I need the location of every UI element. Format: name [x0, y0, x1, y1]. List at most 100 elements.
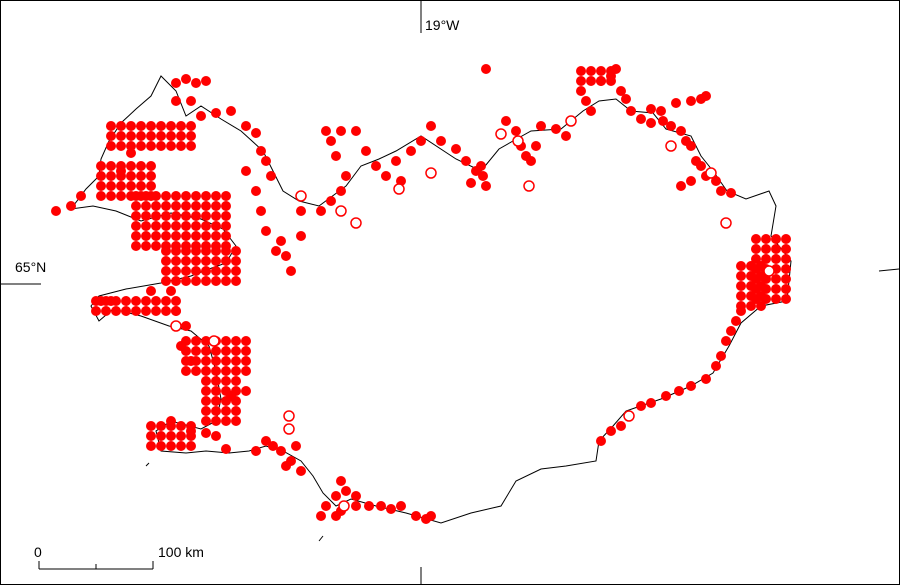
- occurrence-point: [66, 201, 76, 211]
- occurrence-point: [136, 141, 146, 151]
- occurrence-point: [191, 221, 201, 231]
- open-occurrence-point: [623, 410, 635, 422]
- occurrence-point: [161, 201, 171, 211]
- occurrence-point: [101, 306, 111, 316]
- occurrence-point: [221, 366, 231, 376]
- occurrence-point: [296, 466, 306, 476]
- occurrence-point: [241, 366, 251, 376]
- occurrence-point: [231, 376, 241, 386]
- occurrence-point: [136, 181, 146, 191]
- occurrence-point: [661, 391, 671, 401]
- occurrence-point: [191, 201, 201, 211]
- open-occurrence-point: [495, 128, 507, 140]
- occurrence-point: [161, 276, 171, 286]
- occurrence-point: [141, 241, 151, 251]
- occurrence-point: [191, 346, 201, 356]
- occurrence-point: [711, 176, 721, 186]
- occurrence-point: [476, 161, 486, 171]
- occurrence-point: [221, 416, 231, 426]
- occurrence-point: [251, 128, 261, 138]
- occurrence-point: [251, 186, 261, 196]
- occurrence-point: [221, 221, 231, 231]
- occurrence-point: [386, 504, 396, 514]
- occurrence-point: [181, 211, 191, 221]
- occurrence-point: [106, 171, 116, 181]
- occurrence-point: [268, 441, 278, 451]
- occurrence-point: [201, 256, 211, 266]
- occurrence-point: [761, 234, 771, 244]
- occurrence-point: [211, 246, 221, 256]
- distribution-points: [51, 64, 791, 524]
- occurrence-point: [461, 156, 471, 166]
- occurrence-point: [781, 274, 791, 284]
- open-occurrence-point: [393, 183, 405, 195]
- occurrence-point: [756, 281, 766, 291]
- scale-zero-label: 0: [34, 544, 42, 560]
- occurrence-point: [116, 121, 126, 131]
- occurrence-point: [751, 254, 761, 264]
- occurrence-point: [221, 336, 231, 346]
- occurrence-point: [381, 171, 391, 181]
- occurrence-point: [106, 161, 116, 171]
- occurrence-point: [726, 188, 736, 198]
- occurrence-point: [186, 141, 196, 151]
- occurrence-point: [696, 161, 706, 171]
- occurrence-point: [161, 256, 171, 266]
- occurrence-point: [201, 356, 211, 366]
- occurrence-point: [646, 104, 656, 114]
- occurrence-point: [561, 131, 571, 141]
- occurrence-point: [201, 336, 211, 346]
- occurrence-point: [241, 386, 251, 396]
- occurrence-point: [746, 261, 756, 271]
- occurrence-point: [341, 486, 351, 496]
- occurrence-point: [271, 246, 281, 256]
- occurrence-point: [296, 206, 306, 216]
- occurrence-point: [171, 211, 181, 221]
- occurrence-point: [266, 171, 276, 181]
- occurrence-point: [141, 211, 151, 221]
- occurrence-point: [146, 421, 156, 431]
- occurrence-point: [711, 361, 721, 371]
- occurrence-point: [751, 244, 761, 254]
- occurrence-point: [191, 256, 201, 266]
- occurrence-point: [171, 246, 181, 256]
- occurrence-point: [316, 511, 326, 521]
- occurrence-point: [171, 296, 181, 306]
- occurrence-point: [736, 271, 746, 281]
- occurrence-point: [111, 306, 121, 316]
- occurrence-point: [436, 136, 446, 146]
- occurrence-point: [316, 206, 326, 216]
- occurrence-point: [226, 106, 236, 116]
- occurrence-point: [746, 291, 756, 301]
- occurrence-point: [321, 126, 331, 136]
- occurrence-point: [141, 221, 151, 231]
- occurrence-point: [171, 231, 181, 241]
- occurrence-point: [211, 416, 221, 426]
- occurrence-point: [686, 141, 696, 151]
- occurrence-point: [221, 191, 231, 201]
- occurrence-point: [156, 421, 166, 431]
- occurrence-point: [126, 148, 136, 158]
- occurrence-point: [746, 301, 756, 311]
- occurrence-point: [156, 431, 166, 441]
- open-occurrence-point: [565, 115, 577, 127]
- occurrence-point: [106, 191, 116, 201]
- occurrence-point: [511, 126, 521, 136]
- occurrence-point: [256, 146, 266, 156]
- occurrence-point: [211, 366, 221, 376]
- occurrence-point: [281, 251, 291, 261]
- occurrence-point: [326, 136, 336, 146]
- occurrence-point: [211, 386, 221, 396]
- occurrence-point: [736, 281, 746, 291]
- occurrence-point: [186, 426, 196, 436]
- open-occurrence-point: [523, 180, 535, 192]
- occurrence-point: [261, 436, 271, 446]
- occurrence-point: [161, 246, 171, 256]
- occurrence-point: [726, 326, 736, 336]
- occurrence-point: [166, 441, 176, 451]
- occurrence-point: [176, 341, 186, 351]
- occurrence-point: [781, 254, 791, 264]
- open-occurrence-point: [295, 190, 307, 202]
- occurrence-point: [176, 431, 186, 441]
- occurrence-point: [151, 231, 161, 241]
